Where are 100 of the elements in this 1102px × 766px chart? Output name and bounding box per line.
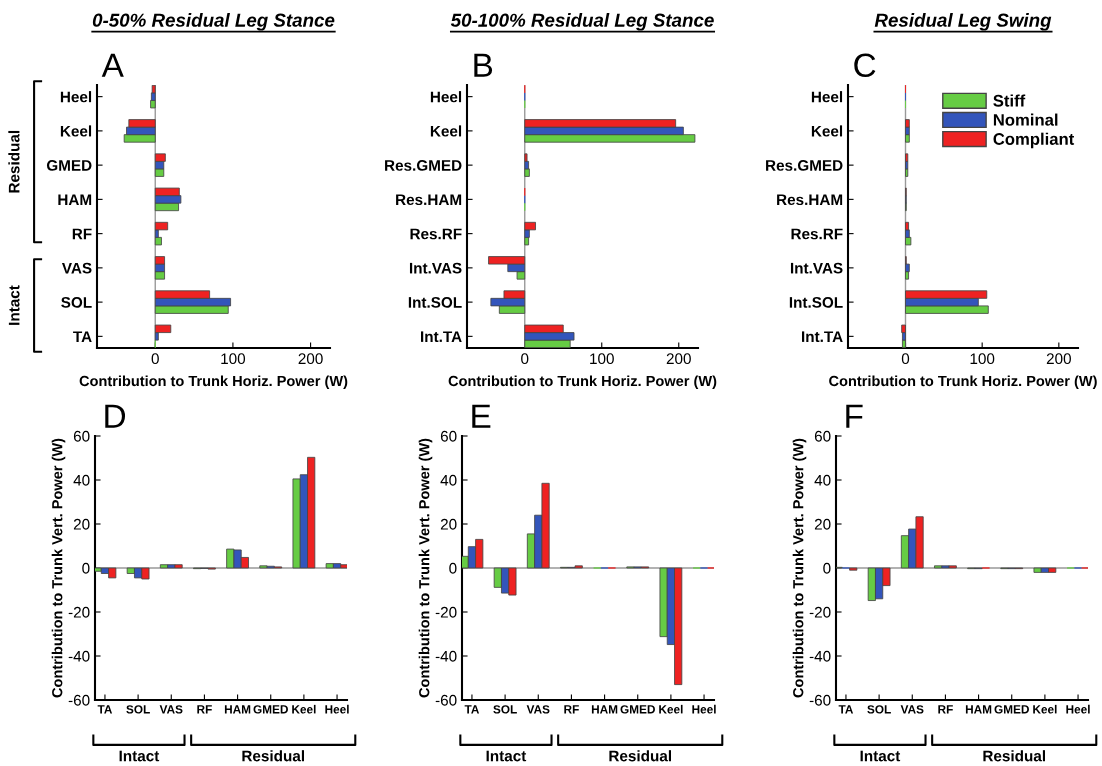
- y-tick-label: Keel: [60, 125, 92, 137]
- y-tick-label: Res.GMED: [385, 160, 462, 171]
- x-tick-label: HAM: [224, 705, 251, 714]
- x-tick-label: RF: [564, 705, 579, 714]
- x-axis-title: Contribution to Trunk Horiz. Power (W): [79, 375, 348, 390]
- x-tick-label: GMED: [994, 705, 1029, 714]
- y-tick-label: Int.TA: [802, 331, 843, 343]
- y-tick-label: RF: [72, 228, 92, 240]
- y-tick-label: Int.TA: [421, 331, 462, 343]
- y-tick-label: 20: [73, 518, 90, 530]
- x-tick-label: RF: [197, 705, 212, 714]
- y-tick-label: Keel: [811, 125, 843, 137]
- legend-label: Nominal: [993, 113, 1058, 126]
- x-tick-label: TA: [464, 705, 480, 714]
- x-tick-label: Keel: [659, 704, 683, 714]
- y-tick-label: Res.GMED: [766, 160, 843, 171]
- x-tick-label: 100: [970, 353, 995, 365]
- y-tick-label: 0: [82, 562, 90, 574]
- text: Residual: [609, 750, 671, 762]
- x-tick-label: 200: [298, 353, 323, 365]
- y-axis-title: Contribution to Trunk Vert. Power (W): [51, 438, 66, 698]
- y-tick-label: Heel: [811, 91, 843, 103]
- x-tick-label: 0: [901, 353, 910, 365]
- x-tick-label: GMED: [620, 705, 655, 714]
- x-tick-label: 0: [151, 353, 159, 365]
- y-tick-label: 20: [440, 518, 457, 530]
- y-tick-label: Res.RF: [410, 228, 462, 240]
- text: B: [474, 53, 493, 77]
- x-tick-label: TA: [97, 705, 113, 714]
- x-tick-label: Keel: [1033, 704, 1057, 714]
- text: Intact: [119, 750, 160, 762]
- y-tick-label: 60: [814, 430, 831, 442]
- y-tick-label: TA: [73, 331, 92, 342]
- y-tick-label: -60: [68, 694, 90, 706]
- y-tick-label: Res.HAM: [777, 194, 843, 206]
- x-tick-label: 0: [521, 353, 529, 365]
- x-tick-label: SOL: [126, 705, 150, 714]
- text: Intact: [8, 285, 20, 325]
- chart-title: 0-50% Residual Leg Stance: [92, 13, 335, 31]
- y-tick-label: GMED: [46, 160, 92, 171]
- x-tick-label: VAS: [526, 705, 550, 714]
- x-tick-label: Heel: [1066, 704, 1090, 714]
- text: Residual: [8, 130, 20, 193]
- x-tick-label: 200: [1046, 353, 1071, 365]
- y-tick-label: -60: [435, 694, 457, 706]
- y-tick-label: Heel: [430, 91, 462, 103]
- x-tick-label: Heel: [692, 704, 716, 714]
- y-tick-label: -60: [809, 694, 831, 706]
- text: A: [101, 53, 124, 77]
- y-tick-label: -20: [68, 606, 90, 618]
- text: Intact: [486, 750, 527, 762]
- y-tick-label: Res.HAM: [396, 194, 462, 206]
- y-tick-label: Int.VAS: [790, 262, 843, 274]
- y-tick-label: 0: [449, 562, 457, 574]
- x-tick-label: 100: [590, 353, 614, 365]
- y-tick-label: -20: [809, 606, 831, 618]
- y-tick-label: Int.SOL: [789, 296, 843, 308]
- x-tick-label: 200: [666, 353, 691, 365]
- y-tick-label: -40: [68, 650, 90, 662]
- y-axis-title: Contribution to Trunk Vert. Power (W): [418, 438, 433, 698]
- y-axis-title: Contribution to Trunk Vert. Power (W): [792, 438, 807, 698]
- x-tick-label: HAM: [591, 705, 618, 714]
- chart-title: 50-100% Residual Leg Stance: [450, 13, 714, 31]
- text: D: [105, 404, 126, 428]
- x-tick-label: RF: [938, 705, 953, 714]
- x-axis-title: Contribution to Trunk Horiz. Power (W): [448, 375, 717, 390]
- x-tick-label: TA: [838, 705, 854, 714]
- y-tick-label: 60: [73, 430, 90, 442]
- text: Intact: [860, 750, 901, 762]
- y-tick-label: 40: [73, 474, 90, 486]
- bar: [849, 567, 858, 571]
- y-tick-label: -40: [809, 650, 831, 662]
- text: Residual: [242, 750, 304, 762]
- text: Residual: [983, 750, 1045, 762]
- x-tick-label: SOL: [867, 705, 891, 714]
- y-tick-label: -40: [435, 650, 457, 662]
- y-tick-label: Keel: [430, 125, 462, 137]
- y-tick-label: 60: [440, 430, 457, 442]
- y-tick-label: HAM: [58, 194, 92, 205]
- x-axis-title: Contribution to Trunk Horiz. Power (W): [829, 375, 1097, 390]
- x-tick-label: GMED: [253, 705, 288, 714]
- y-tick-label: Int.VAS: [409, 262, 462, 274]
- y-tick-label: 40: [814, 474, 831, 486]
- y-tick-label: -20: [435, 606, 457, 618]
- x-tick-label: SOL: [493, 705, 517, 714]
- x-tick-label: VAS: [900, 705, 924, 714]
- y-tick-label: 20: [814, 518, 831, 530]
- text: F: [846, 404, 863, 428]
- x-tick-label: Keel: [292, 704, 316, 714]
- y-tick-label: 0: [823, 562, 831, 574]
- legend-label: Stiff: [993, 94, 1026, 107]
- y-tick-label: SOL: [61, 296, 92, 308]
- y-tick-label: Res.RF: [791, 228, 843, 240]
- chart-title: Residual Leg Swing: [874, 13, 1052, 31]
- x-tick-label: 100: [221, 353, 246, 365]
- y-tick-label: VAS: [61, 262, 92, 274]
- y-tick-label: Heel: [60, 91, 92, 103]
- legend-label: Compliant: [993, 132, 1075, 149]
- text: C: [854, 53, 876, 78]
- x-tick-label: Heel: [325, 704, 349, 714]
